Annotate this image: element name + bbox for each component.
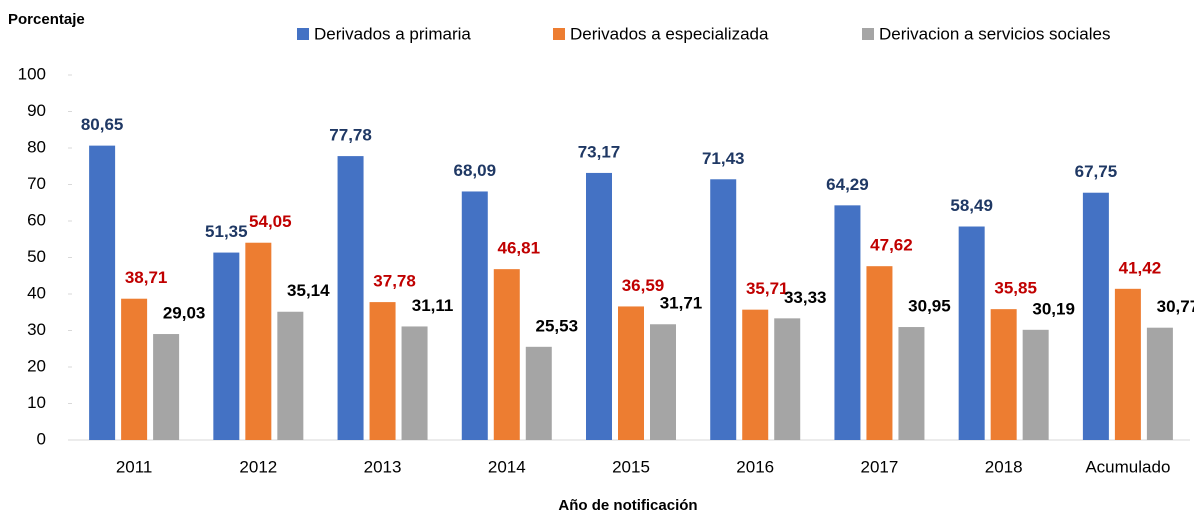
y-tick-label: 20: [27, 356, 46, 375]
data-label: 37,78: [373, 272, 416, 291]
bar: [710, 179, 737, 440]
data-label: 80,65: [81, 115, 124, 134]
x-tick-label: 2013: [364, 457, 402, 476]
x-tick-label: 2014: [488, 457, 526, 476]
y-tick-label: 0: [37, 429, 46, 448]
data-label: 35,14: [287, 281, 330, 300]
bar: [493, 269, 520, 440]
bar: [990, 309, 1017, 440]
bar: [958, 226, 985, 440]
y-tick-label: 80: [27, 137, 46, 156]
data-label: 58,49: [950, 196, 993, 215]
bar: [866, 266, 893, 440]
y-tick-label: 10: [27, 393, 46, 412]
y-tick-label: 60: [27, 210, 46, 229]
bar: [369, 302, 396, 440]
data-label: 51,35: [205, 222, 248, 241]
bar: [1022, 329, 1049, 440]
data-label: 36,59: [622, 276, 665, 295]
y-axis-label: Porcentaje: [8, 11, 85, 28]
x-tick-label: 2018: [985, 457, 1023, 476]
y-tick-label: 70: [27, 174, 46, 193]
data-label: 64,29: [826, 175, 869, 194]
bar: [586, 172, 612, 440]
data-label: 67,75: [1075, 162, 1118, 181]
x-tick-label: 2012: [239, 457, 277, 476]
bar: [525, 346, 552, 440]
data-label: 73,17: [578, 142, 621, 161]
data-label: 31,71: [660, 294, 703, 313]
x-tick-label: 2015: [612, 457, 650, 476]
legend-swatch: [553, 28, 565, 40]
y-tick-label: 90: [27, 101, 46, 120]
data-label: 30,95: [908, 297, 951, 316]
data-label: 25,53: [536, 316, 579, 335]
x-axis-label: Año de notificación: [558, 497, 697, 514]
data-label: 41,42: [1119, 258, 1162, 277]
data-label: 38,71: [125, 268, 168, 287]
bar: [245, 242, 272, 440]
bar: [898, 327, 925, 440]
legend-swatch: [297, 28, 309, 40]
legend-label: Derivados a especializada: [570, 24, 769, 43]
data-label: 29,03: [163, 304, 206, 323]
data-label: 35,71: [746, 279, 789, 298]
bar: [121, 298, 148, 440]
x-tick-label: 2017: [861, 457, 899, 476]
x-tick-label: 2016: [736, 457, 774, 476]
bar: [774, 318, 801, 440]
bar: [461, 191, 488, 440]
bar: [213, 252, 240, 440]
bar: [1146, 327, 1173, 440]
bar: [834, 205, 861, 440]
data-label: 68,09: [454, 161, 497, 180]
bar: [89, 145, 116, 440]
legend-swatch: [862, 28, 874, 40]
y-tick-label: 30: [27, 320, 46, 339]
legend-label: Derivados a primaria: [314, 24, 471, 43]
data-label: 46,81: [498, 239, 541, 258]
data-label: 35,85: [994, 279, 1037, 298]
bar: [277, 311, 304, 440]
y-tick-label: 50: [27, 247, 46, 266]
bar: [1082, 192, 1109, 440]
y-tick-label: 100: [18, 64, 46, 83]
data-label: 71,43: [702, 149, 745, 168]
bar: [618, 306, 644, 440]
bar: [401, 326, 428, 440]
data-label: 47,62: [870, 236, 913, 255]
bar: [337, 156, 364, 440]
bar: [153, 334, 180, 440]
legend-label: Derivacion a servicios sociales: [879, 24, 1110, 43]
x-tick-label: Acumulado: [1085, 457, 1170, 476]
data-label: 31,11: [412, 296, 454, 315]
data-label: 54,05: [249, 212, 292, 231]
data-label: 30,77: [1157, 297, 1194, 316]
bar: [1114, 288, 1141, 440]
x-tick-label: 2011: [116, 457, 153, 476]
data-label: 30,19: [1032, 299, 1075, 318]
data-label: 77,78: [329, 126, 372, 145]
y-tick-label: 40: [27, 283, 46, 302]
bar: [742, 309, 769, 440]
bar: [650, 324, 676, 440]
data-label: 33,33: [784, 288, 827, 307]
